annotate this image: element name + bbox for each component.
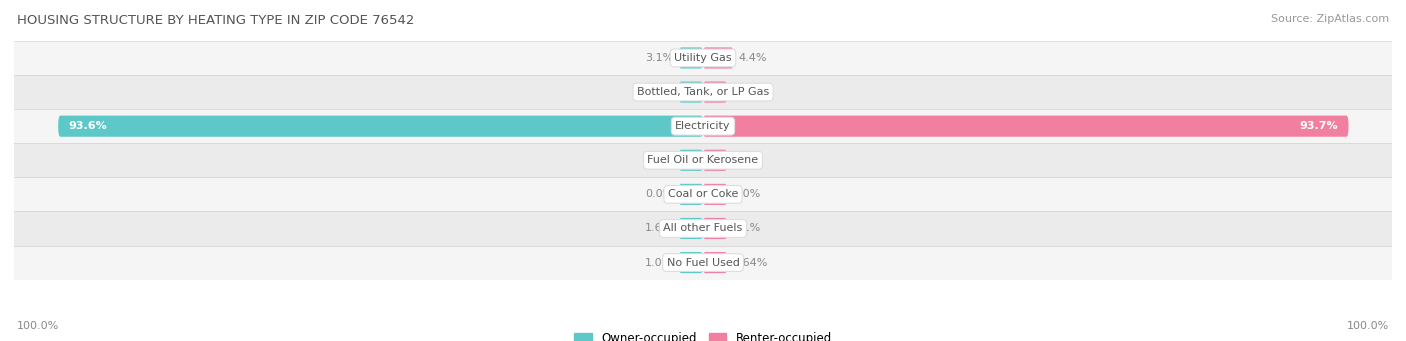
Text: Coal or Coke: Coal or Coke [668,189,738,199]
FancyBboxPatch shape [679,150,703,171]
Text: 1.1%: 1.1% [733,223,761,234]
FancyBboxPatch shape [679,47,703,69]
Text: 0.0%: 0.0% [733,189,761,199]
Bar [14,109,1392,143]
Text: 1.0%: 1.0% [645,257,673,268]
Text: Fuel Oil or Kerosene: Fuel Oil or Kerosene [647,155,759,165]
Bar [14,75,1392,109]
FancyBboxPatch shape [679,218,703,239]
Text: 0.72%: 0.72% [638,87,673,97]
FancyBboxPatch shape [703,218,727,239]
Text: 0.11%: 0.11% [733,87,768,97]
Text: 0.0%: 0.0% [645,189,673,199]
Text: Electricity: Electricity [675,121,731,131]
FancyBboxPatch shape [703,47,734,69]
Text: 0.0%: 0.0% [733,155,761,165]
Text: Utility Gas: Utility Gas [675,53,731,63]
FancyBboxPatch shape [679,184,703,205]
Text: 93.7%: 93.7% [1299,121,1339,131]
FancyBboxPatch shape [703,184,727,205]
Bar [14,143,1392,177]
Text: Source: ZipAtlas.com: Source: ZipAtlas.com [1271,14,1389,24]
Text: All other Fuels: All other Fuels [664,223,742,234]
Text: 0.64%: 0.64% [733,257,768,268]
Text: HOUSING STRUCTURE BY HEATING TYPE IN ZIP CODE 76542: HOUSING STRUCTURE BY HEATING TYPE IN ZIP… [17,14,415,27]
Text: 4.4%: 4.4% [738,53,768,63]
FancyBboxPatch shape [703,150,727,171]
FancyBboxPatch shape [703,81,727,103]
Text: 1.6%: 1.6% [645,223,673,234]
Bar [14,177,1392,211]
FancyBboxPatch shape [679,81,703,103]
Text: 93.6%: 93.6% [69,121,107,131]
Text: No Fuel Used: No Fuel Used [666,257,740,268]
Text: Bottled, Tank, or LP Gas: Bottled, Tank, or LP Gas [637,87,769,97]
FancyBboxPatch shape [679,252,703,273]
FancyBboxPatch shape [703,116,1348,137]
Text: 100.0%: 100.0% [1347,321,1389,331]
FancyBboxPatch shape [58,116,703,137]
Bar [14,41,1392,75]
FancyBboxPatch shape [703,252,727,273]
Legend: Owner-occupied, Renter-occupied: Owner-occupied, Renter-occupied [569,328,837,341]
Bar [14,246,1392,280]
Bar [14,211,1392,246]
Text: 3.1%: 3.1% [645,53,673,63]
Text: 100.0%: 100.0% [17,321,59,331]
Text: 0.0%: 0.0% [645,155,673,165]
